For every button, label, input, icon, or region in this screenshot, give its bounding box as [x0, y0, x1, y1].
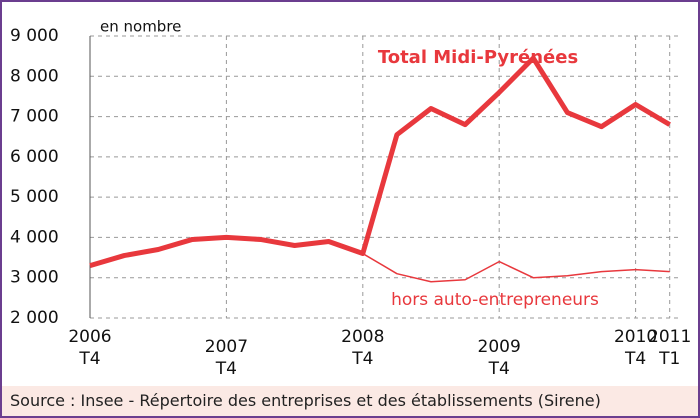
- series-label: hors auto-entrepreneurs: [391, 290, 599, 310]
- y-tick-label: 2 000: [10, 308, 59, 328]
- x-tick-label: 2006 T4: [68, 327, 112, 369]
- unit-label: en nombre: [100, 18, 181, 36]
- x-tick-label: 2008 T4: [341, 327, 385, 369]
- y-tick-label: 9 000: [10, 26, 59, 46]
- y-tick-label: 5 000: [10, 187, 59, 207]
- series-line: [89, 55, 671, 269]
- x-tick-label: 2011 T1: [648, 327, 692, 369]
- x-tick-label: 2010 T4: [613, 327, 658, 369]
- x-tick-label: 2009 T4: [477, 337, 521, 379]
- series-label: Total Midi-Pyrénées: [378, 47, 578, 68]
- source-note: Source : Insee - Répertoire des entrepri…: [2, 386, 698, 416]
- x-tick-label: 2007 T4: [204, 337, 249, 379]
- y-tick-label: 7 000: [10, 107, 59, 127]
- y-tick-label: 4 000: [10, 227, 59, 247]
- y-tick-label: 8 000: [10, 66, 59, 86]
- series-line: [89, 236, 670, 283]
- y-tick-label: 3 000: [10, 268, 59, 288]
- y-tick-label: 6 000: [10, 147, 59, 167]
